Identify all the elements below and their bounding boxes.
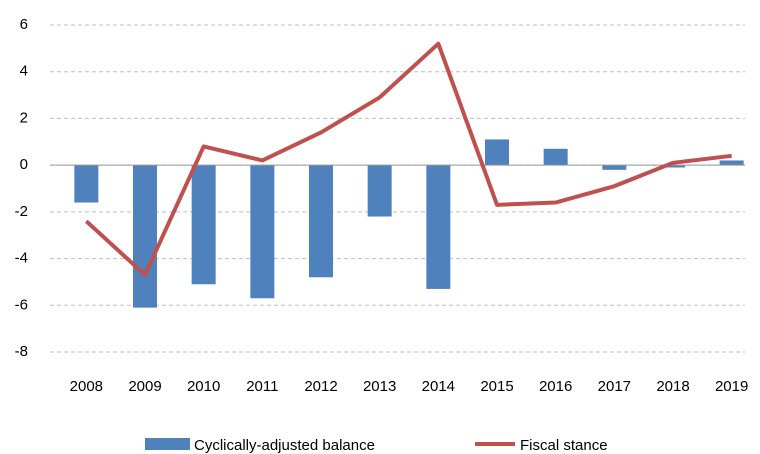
x-tick-label: 2013: [363, 378, 396, 395]
bar: [602, 165, 627, 170]
y-tick-label: -2: [15, 203, 28, 220]
bar: [74, 165, 99, 203]
bar: [191, 165, 216, 285]
x-tick-label: 2019: [715, 378, 748, 395]
y-tick-label: -4: [15, 250, 28, 267]
x-tick-label: 2010: [187, 378, 220, 395]
bar: [250, 165, 275, 299]
x-tick-label: 2018: [656, 378, 689, 395]
bar: [367, 165, 392, 217]
bar: [426, 165, 451, 289]
legend-label: Cyclically-adjusted balance: [194, 437, 375, 454]
x-tick-label: 2009: [128, 378, 161, 395]
bar: [485, 139, 509, 166]
x-tick-label: 2016: [539, 378, 572, 395]
y-tick-label: 2: [20, 109, 28, 126]
y-tick-label: -8: [15, 343, 28, 360]
legend-swatch: [145, 438, 190, 450]
bar: [543, 148, 568, 166]
x-tick-label: 2011: [246, 378, 278, 395]
y-tick-label: 6: [20, 16, 28, 33]
bar: [133, 165, 157, 308]
x-tick-label: 2014: [422, 378, 455, 395]
x-tick-label: 2017: [598, 378, 631, 395]
x-tick-label: 2008: [70, 378, 103, 395]
x-tick-label: 2015: [480, 378, 513, 395]
line: [84, 41, 732, 277]
y-tick-label: 4: [20, 63, 28, 80]
bar: [661, 165, 685, 168]
bar: [719, 160, 744, 166]
y-tick-label: 0: [20, 156, 28, 173]
y-tick-label: -6: [15, 296, 28, 313]
x-tick-label: 2012: [304, 378, 337, 395]
legend-label: Fiscal stance: [520, 437, 608, 454]
bar: [309, 165, 333, 278]
